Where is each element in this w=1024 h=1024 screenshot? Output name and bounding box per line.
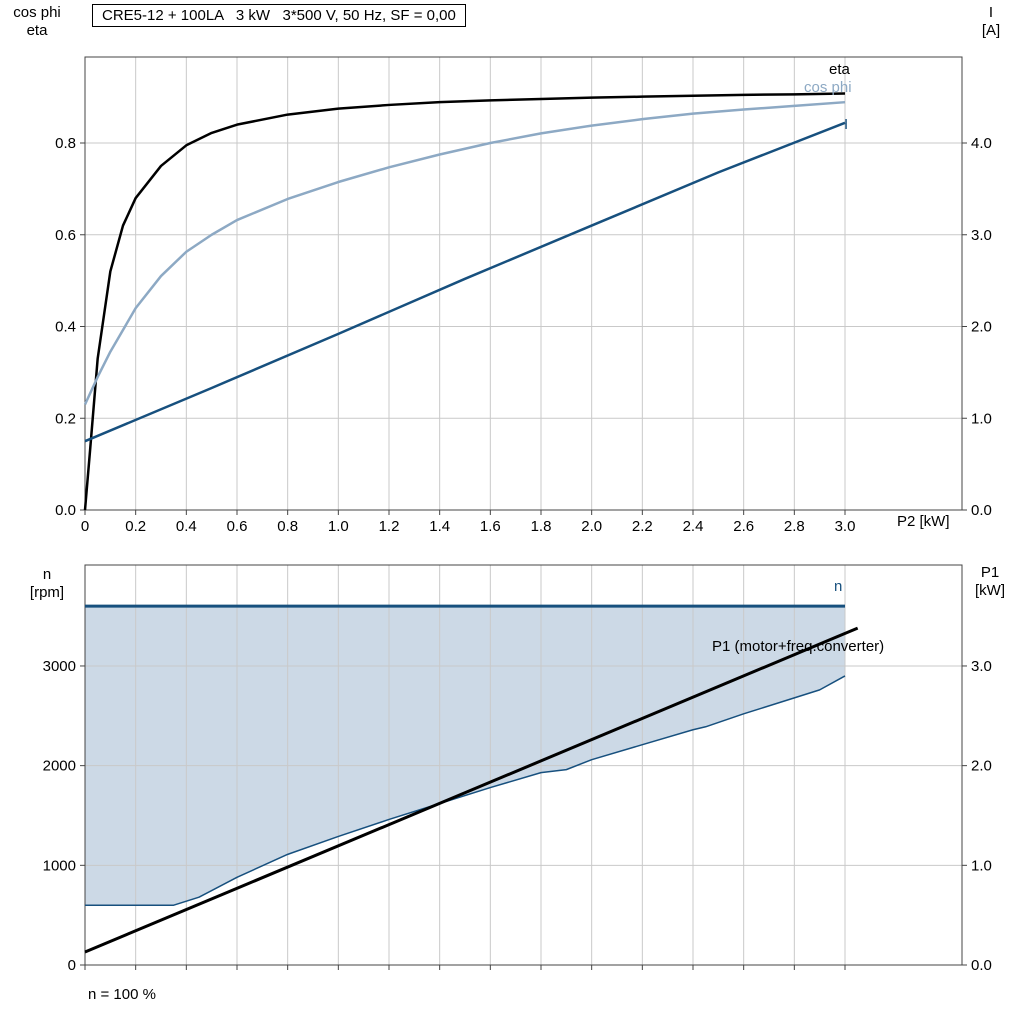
- eta-axis-label: eta: [26, 22, 48, 39]
- p1-axis-label: P1: [980, 564, 1000, 581]
- series-eta: [83, 92, 846, 511]
- series-n-min: [85, 675, 846, 906]
- current-axis-unit: [A]: [981, 22, 1001, 39]
- x-tick-label: 2.4: [683, 518, 704, 535]
- cos-phi-axis-label: cos phi: [13, 4, 61, 21]
- current-curve-label: I: [844, 116, 849, 133]
- x-tick-label: 0: [81, 518, 89, 535]
- eta-curve-label: eta: [829, 61, 850, 78]
- left-tick-label: 0: [68, 957, 76, 974]
- speed-axis-label: n: [42, 566, 52, 583]
- top-left-axis-label: cos phi eta: [4, 4, 70, 40]
- right-tick-label: 0.0: [971, 957, 992, 974]
- right-tick-label: 3.0: [971, 658, 992, 675]
- series-i: [84, 121, 846, 443]
- left-tick-label: 2000: [43, 758, 76, 775]
- x-tick-label: 2.0: [581, 518, 602, 535]
- left-tick-label: 3000: [43, 658, 76, 675]
- x-axis-label: P2 [kW]: [897, 513, 950, 530]
- right-tick-label: 3.0: [971, 227, 992, 244]
- series-p1-motor-freq-converter-: [84, 626, 859, 954]
- x-tick-label: 3.0: [835, 518, 856, 535]
- plot-frame: [84, 564, 963, 966]
- right-tick-label: 0.0: [971, 502, 992, 519]
- right-tick-label: 2.0: [971, 319, 992, 336]
- x-tick-label: 2.6: [733, 518, 754, 535]
- cos-phi-curve-label: cos phi: [804, 79, 852, 96]
- bottom-left-axis-label: n [rpm]: [14, 566, 80, 602]
- p1-axis-unit: [kW]: [975, 582, 1005, 599]
- left-tick-label: 1000: [43, 857, 76, 874]
- right-tick-label: 2.0: [971, 758, 992, 775]
- right-tick-label: 1.0: [971, 857, 992, 874]
- right-tick-label: 4.0: [971, 135, 992, 152]
- left-tick-label: 0.4: [55, 319, 76, 336]
- chart-title: CRE5-12 + 100LA 3 kW 3*500 V, 50 Hz, SF …: [92, 4, 466, 27]
- p1-curve-label: P1 (motor+freq.converter): [712, 638, 885, 655]
- plot-frame: [84, 56, 963, 511]
- current-axis-label: I: [988, 4, 994, 21]
- x-tick-label: 2.8: [784, 518, 805, 535]
- x-tick-label: 2.2: [632, 518, 653, 535]
- x-tick-label: 0.8: [277, 518, 298, 535]
- right-tick-label: 1.0: [971, 410, 992, 427]
- x-tick-label: 1.8: [531, 518, 552, 535]
- x-tick-label: 1.6: [480, 518, 501, 535]
- x-tick-label: 1.0: [328, 518, 349, 535]
- bottom-right-axis-label: P1 [kW]: [960, 564, 1020, 600]
- x-tick-label: 0.4: [176, 518, 197, 535]
- speed-range-fill: [85, 606, 845, 906]
- speed-percentage-annotation: n = 100 %: [88, 986, 156, 1003]
- left-tick-label: 0.8: [55, 135, 76, 152]
- left-tick-label: 0.6: [55, 227, 76, 244]
- x-tick-label: 1.2: [379, 518, 400, 535]
- x-tick-label: 0.2: [125, 518, 146, 535]
- x-tick-label: 1.4: [429, 518, 450, 535]
- top-right-axis-label: I [A]: [964, 4, 1018, 40]
- left-tick-label: 0.2: [55, 410, 76, 427]
- speed-curve-label: n: [834, 578, 843, 595]
- x-tick-label: 0.6: [227, 518, 248, 535]
- left-tick-label: 0.0: [55, 502, 76, 519]
- series-cos-phi: [83, 100, 846, 406]
- speed-axis-unit: [rpm]: [29, 584, 65, 601]
